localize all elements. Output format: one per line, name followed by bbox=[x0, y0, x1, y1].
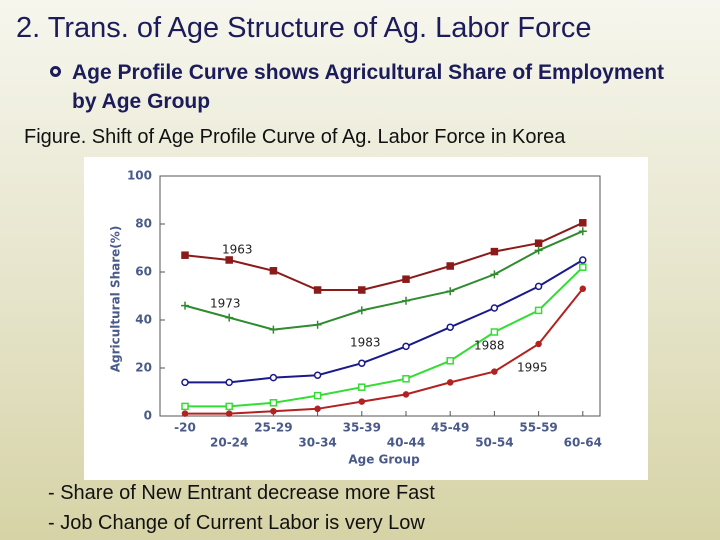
point bbox=[225, 410, 233, 417]
point bbox=[534, 239, 543, 247]
point bbox=[358, 359, 366, 367]
point bbox=[269, 373, 278, 382]
point bbox=[579, 263, 587, 271]
point bbox=[225, 402, 233, 411]
x-tick-label: 35-39 bbox=[343, 421, 381, 435]
figure-caption: Figure. Shift of Age Profile Curve of Ag… bbox=[24, 126, 566, 148]
x-tick-label: -20 bbox=[174, 421, 196, 435]
series-line bbox=[185, 288, 584, 415]
slide-title: 2. Trans. of Age Structure of Ag. Labor … bbox=[16, 12, 592, 44]
point bbox=[490, 328, 499, 336]
point bbox=[358, 398, 366, 405]
point bbox=[358, 286, 366, 294]
point bbox=[313, 391, 322, 400]
y-tick-label: 20 bbox=[135, 361, 152, 375]
point bbox=[535, 340, 542, 348]
point bbox=[534, 282, 543, 291]
series-label: 1973 bbox=[210, 297, 241, 311]
x-tick-label: 55-59 bbox=[519, 421, 557, 435]
point bbox=[579, 256, 587, 264]
point bbox=[313, 320, 322, 329]
point bbox=[269, 325, 278, 334]
point bbox=[181, 251, 189, 259]
point bbox=[579, 285, 587, 293]
point bbox=[357, 306, 366, 315]
point bbox=[225, 313, 234, 322]
y-tick-label: 80 bbox=[135, 217, 152, 231]
x-tick-label: 30-34 bbox=[298, 436, 336, 450]
point bbox=[490, 304, 499, 312]
x-tick-label: 40-44 bbox=[387, 436, 425, 450]
point bbox=[446, 262, 454, 270]
x-tick-label: 25-29 bbox=[254, 421, 292, 435]
bullet-icon bbox=[50, 66, 61, 77]
point bbox=[402, 391, 410, 398]
series-line bbox=[185, 259, 584, 384]
series-line bbox=[184, 230, 584, 331]
point bbox=[358, 383, 366, 391]
y-tick-label: 60 bbox=[135, 265, 152, 279]
series-label: 1963 bbox=[222, 243, 253, 257]
x-tick-label: 60-64 bbox=[564, 436, 602, 450]
point bbox=[579, 219, 587, 227]
series-label: 1983 bbox=[350, 336, 381, 350]
point bbox=[402, 375, 410, 383]
point bbox=[269, 399, 278, 407]
point bbox=[225, 378, 233, 387]
point bbox=[313, 286, 322, 294]
x-axis-label: Age Group bbox=[348, 453, 420, 467]
series-label: 1988 bbox=[474, 339, 505, 353]
plot-frame bbox=[159, 175, 601, 417]
x-tick-label: 20-24 bbox=[210, 436, 248, 450]
point bbox=[270, 407, 277, 415]
point bbox=[402, 275, 410, 283]
note: - Job Change of Current Labor is very Lo… bbox=[48, 512, 425, 534]
point bbox=[534, 306, 543, 315]
y-axis-label: Agricultural Share(%) bbox=[109, 226, 123, 373]
point bbox=[181, 378, 189, 387]
point bbox=[490, 270, 499, 279]
point bbox=[491, 368, 498, 375]
y-tick-label: 100 bbox=[127, 169, 152, 183]
point bbox=[314, 405, 321, 413]
point bbox=[446, 323, 454, 331]
series-line bbox=[184, 221, 584, 291]
point bbox=[313, 371, 322, 379]
note: - Share of New Entrant decrease more Fas… bbox=[48, 482, 435, 504]
y-tick-label: 0 bbox=[144, 409, 152, 423]
bullet-text: Age Profile Curve shows Agricultural Sha… bbox=[72, 61, 665, 113]
point bbox=[402, 342, 410, 351]
point bbox=[181, 301, 189, 310]
point bbox=[225, 256, 233, 264]
x-tick-label: 45-49 bbox=[431, 421, 469, 435]
point bbox=[181, 410, 189, 417]
point bbox=[578, 227, 587, 236]
point bbox=[446, 287, 455, 296]
series-line bbox=[185, 266, 584, 408]
series-label: 1995 bbox=[517, 361, 548, 375]
y-tick-label: 40 bbox=[135, 313, 152, 327]
point bbox=[402, 296, 410, 305]
point bbox=[534, 246, 543, 255]
point bbox=[181, 402, 189, 411]
point bbox=[446, 357, 454, 365]
point bbox=[446, 379, 454, 386]
chart: 0 20 40 60 80 100 -20 20-24 25-29 30-34 35-39 40-44… bbox=[84, 157, 648, 480]
point bbox=[490, 247, 499, 256]
point bbox=[269, 267, 278, 275]
x-tick-label: 50-54 bbox=[475, 436, 513, 450]
